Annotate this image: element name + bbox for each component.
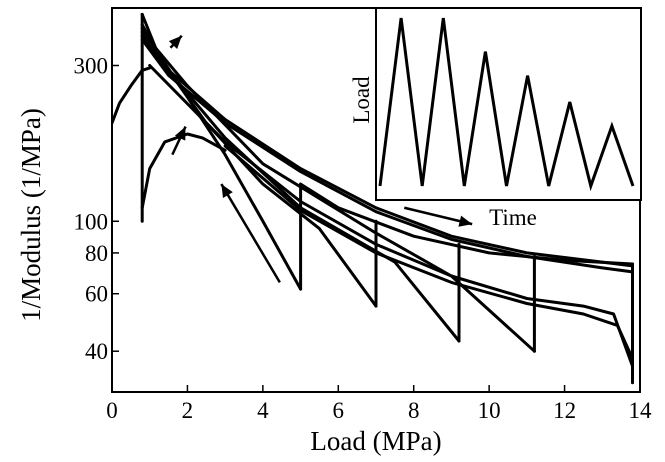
y-tick-label: 300 bbox=[74, 53, 109, 78]
series-line-16 bbox=[223, 144, 634, 360]
y-tick-label: 60 bbox=[85, 282, 108, 307]
inset-x-axis-label: Time bbox=[489, 205, 537, 230]
x-tick-label: 12 bbox=[553, 398, 576, 423]
series-line-14 bbox=[299, 182, 634, 266]
annotation-arrow-2 bbox=[171, 126, 187, 156]
inset-plot: Load Time bbox=[349, 7, 642, 230]
main-plot: 0 2 4 6 8 10 12 14 40 60 80 100 300 Load (MPa) 1/Modul… bbox=[16, 7, 653, 456]
x-tick-label: 4 bbox=[257, 398, 269, 423]
series-line-13 bbox=[140, 38, 634, 274]
y-axis-label: 1/Modulus (1/MPa) bbox=[16, 108, 46, 322]
x-axis-label: Load (MPa) bbox=[310, 426, 441, 456]
annotation-arrow-1 bbox=[168, 34, 183, 49]
x-tick-label: 2 bbox=[182, 398, 194, 423]
annotation-arrow-3 bbox=[220, 183, 281, 284]
y-tick-label: 40 bbox=[85, 339, 108, 364]
series-group bbox=[112, 12, 634, 385]
x-tick-label: 14 bbox=[629, 398, 653, 423]
series-line-12 bbox=[140, 34, 634, 268]
inset-y-axis-label: Load bbox=[349, 76, 374, 124]
x-tick-label: 6 bbox=[333, 398, 345, 423]
series-line-3 bbox=[140, 132, 227, 210]
x-tick-label: 8 bbox=[408, 398, 420, 423]
series-line-10 bbox=[140, 30, 536, 353]
annotation-arrow-4 bbox=[403, 206, 473, 227]
y-tick-label: 80 bbox=[85, 241, 108, 266]
x-tick-label: 0 bbox=[106, 398, 118, 423]
series-line-1 bbox=[112, 66, 152, 125]
series-line-6 bbox=[140, 23, 378, 308]
y-tick-label: 100 bbox=[74, 209, 109, 234]
x-tick-label: 10 bbox=[478, 398, 501, 423]
series-line-15 bbox=[148, 64, 634, 368]
inset-series-line bbox=[378, 17, 635, 192]
